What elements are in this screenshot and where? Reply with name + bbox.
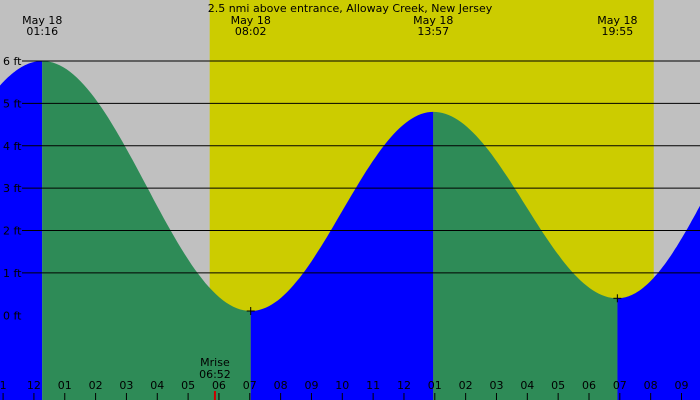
tide-event-time: 01:16 <box>26 25 58 38</box>
tide-event-time: 08:02 <box>235 25 267 38</box>
y-tick-label: 0 ft <box>3 309 22 322</box>
y-tick-label: 4 ft <box>3 140 22 153</box>
tide-event-time: 13:57 <box>417 25 449 38</box>
x-tick-label: 05 <box>551 379 565 392</box>
gridlines <box>22 60 700 274</box>
y-tick-label: 1 ft <box>3 267 22 280</box>
y-tick-labels: 6 ft 5 ft 4 ft 3 ft 2 ft 1 ft 0 ft <box>3 55 22 322</box>
x-tick-label: 03 <box>119 379 133 392</box>
x-tick-label: 08 <box>274 379 288 392</box>
y-tick-label: 2 ft <box>3 225 22 238</box>
x-tick-labels: 1 12 01 02 03 04 05 06 07 08 09 10 11 12 01 02 03 04 05 06 0… <box>0 379 688 400</box>
x-tick-label: 03 <box>489 379 503 392</box>
rising-tide-area <box>250 111 434 400</box>
rising-tide-area <box>617 205 700 400</box>
x-tick-label: 07 <box>613 379 627 392</box>
falling-tide-area <box>433 111 618 400</box>
x-tick-label: 07 <box>243 379 257 392</box>
x-tick-label: 01 <box>58 379 72 392</box>
y-tick-label: 5 ft <box>3 97 22 110</box>
x-tick-label: 04 <box>520 379 534 392</box>
tide-event-date: May 18 <box>231 14 271 27</box>
moonrise-label: Mrise <box>200 356 230 369</box>
moonrise-annotation: Mrise 06:52 <box>199 356 231 400</box>
x-tick-label: 1 <box>0 379 7 392</box>
x-tick-label: 11 <box>366 379 380 392</box>
tide-event-date: May 18 <box>597 14 637 27</box>
x-tick-label: 01 <box>428 379 442 392</box>
x-tick-label: 08 <box>644 379 658 392</box>
x-tick-label: 02 <box>89 379 103 392</box>
chart-title: 2.5 nmi above entrance, Alloway Creek, N… <box>208 2 493 15</box>
y-tick-label: 3 ft <box>3 182 22 195</box>
x-tick-label: 06 <box>582 379 596 392</box>
y-tick-label: 6 ft <box>3 55 22 68</box>
x-tick-label: 06 <box>212 379 226 392</box>
moonrise-time: 06:52 <box>199 368 231 381</box>
x-tick-label: 09 <box>674 379 688 392</box>
tide-event-time: 19:55 <box>602 25 634 38</box>
x-tick-label: 10 <box>335 379 349 392</box>
tide-event-date: May 18 <box>413 14 453 27</box>
x-tick-label: 12 <box>397 379 411 392</box>
x-tick-label: 09 <box>304 379 318 392</box>
x-tick-label: 02 <box>459 379 473 392</box>
tide-event-date: May 18 <box>22 14 62 27</box>
x-tick-label: 12 <box>27 379 41 392</box>
x-tick-label: 04 <box>150 379 164 392</box>
x-tick-label: 05 <box>181 379 195 392</box>
